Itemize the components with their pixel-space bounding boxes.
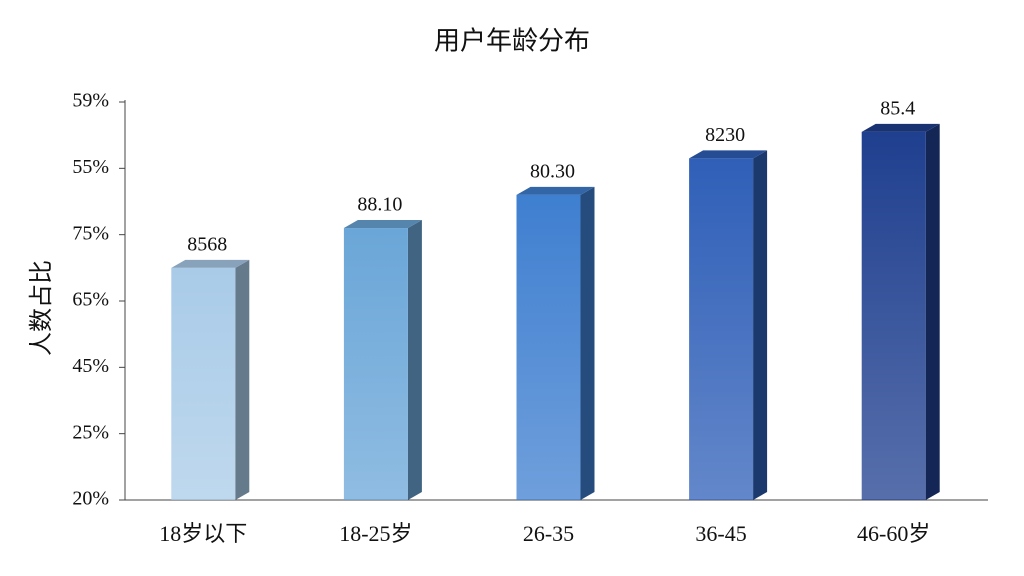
bar-top xyxy=(171,259,250,268)
bar xyxy=(516,194,581,500)
bar-top xyxy=(516,186,595,195)
bar xyxy=(343,228,408,501)
chart-title: 用户年龄分布 xyxy=(434,27,590,57)
bar xyxy=(171,267,236,500)
y-axis-title: 人数占比 xyxy=(27,260,55,356)
x-tick-label: 36-45 xyxy=(695,521,746,546)
bar xyxy=(689,158,754,500)
data-label: 8230 xyxy=(705,124,745,146)
y-tick-label: 65% xyxy=(72,289,109,311)
data-label: 85.4 xyxy=(880,97,915,119)
bar-side xyxy=(925,123,940,500)
data-label: 88.10 xyxy=(357,194,402,216)
x-tick-label: 46-60岁 xyxy=(857,521,930,546)
bar-top xyxy=(689,150,768,159)
x-tick-label: 18岁以下 xyxy=(159,521,247,546)
y-tick-label: 45% xyxy=(72,355,109,377)
bar-side xyxy=(407,220,422,501)
bar-side xyxy=(580,186,595,500)
bar-side xyxy=(753,150,768,500)
x-tick-label: 18-25岁 xyxy=(339,521,412,546)
y-tick-label: 25% xyxy=(72,421,109,443)
y-tick-label: 20% xyxy=(72,488,109,510)
bar-top xyxy=(343,220,422,229)
y-tick-label: 59% xyxy=(72,90,109,112)
bar xyxy=(861,131,926,500)
data-label: 8568 xyxy=(187,233,227,255)
bar-side xyxy=(235,259,250,500)
y-tick-label: 55% xyxy=(72,156,109,178)
bar-top xyxy=(861,123,940,132)
x-tick-label: 26-35 xyxy=(523,521,574,546)
data-label: 80.30 xyxy=(530,160,575,182)
y-tick-label: 75% xyxy=(72,222,109,244)
